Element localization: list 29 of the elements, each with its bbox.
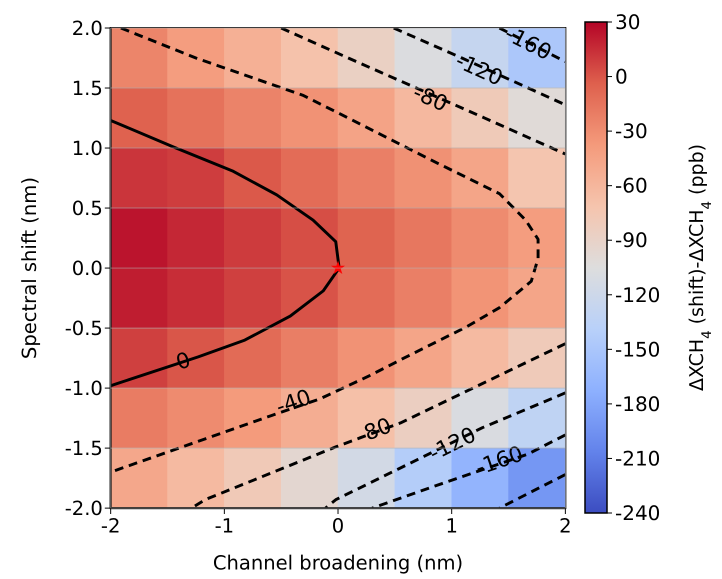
color-bar-label: 30	[615, 10, 641, 34]
y-tick-label: 2.0	[72, 16, 103, 40]
x-tick-label: 2	[559, 514, 572, 538]
line-series	[280, 28, 566, 156]
color-bar-label: -120	[615, 282, 661, 307]
y-tick-label: 0.0	[72, 257, 103, 280]
y-tick-label: -1.5	[64, 437, 103, 460]
y-tick-label: 1.5	[72, 76, 103, 100]
x-tick-label: -1	[214, 514, 234, 538]
annotation: -120	[452, 48, 506, 92]
x-tick-label: 0	[332, 514, 344, 538]
color-bar-label: -210	[615, 446, 661, 470]
y-axis-title: Spectral shift (nm)	[18, 177, 42, 360]
color-bar-label: -60	[615, 174, 648, 198]
x-tick-label: 1	[445, 514, 458, 538]
color-bar-label: 0	[615, 64, 628, 89]
x-tick-label: -2	[100, 514, 120, 538]
y-tick-label: -2.0	[64, 497, 103, 520]
color-bar-label: -90	[615, 228, 648, 252]
y-tick-label: 1.0	[72, 136, 103, 160]
color-bar-label: -240	[615, 501, 661, 525]
y-tick-label: 0.5	[72, 196, 103, 220]
y-tick-label: -0.5	[64, 317, 103, 340]
x-axis-title: Channel broadening (nm)	[212, 552, 464, 575]
color-bar-label: -180	[615, 392, 661, 416]
annotation: -40	[273, 384, 314, 420]
color-bar-label: -150	[615, 337, 661, 362]
y-tick-label: -1.0	[64, 377, 103, 400]
color-bar-label: -30	[615, 119, 648, 144]
